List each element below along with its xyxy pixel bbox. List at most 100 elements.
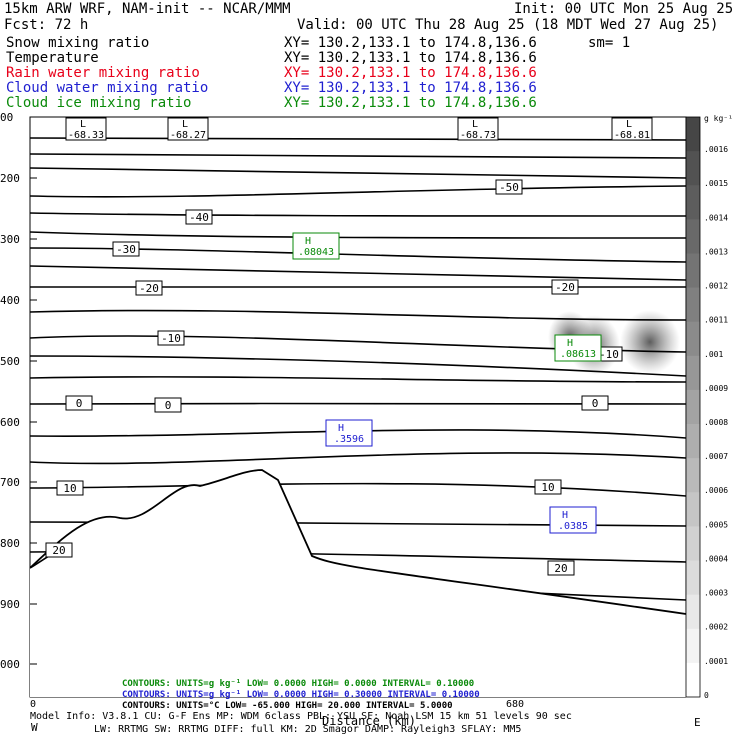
model-info-line2: LW: RRTMG SW: RRTMG DIFF: full KM: 2D Sm… xyxy=(94,724,521,735)
y-tick-label: 00 xyxy=(0,111,13,124)
y-tick-label: 600 xyxy=(0,416,20,429)
low-marker-value: -68.33 xyxy=(68,130,104,141)
contour-label: -50 xyxy=(499,181,519,194)
high-marker-box xyxy=(325,419,373,447)
contour-label: 20 xyxy=(554,562,567,575)
high-marker-box xyxy=(554,334,602,362)
colorbar-tick-label: .001 xyxy=(704,350,723,359)
contour-label: 20 xyxy=(52,544,65,557)
contour-label-box xyxy=(157,330,185,346)
low-marker-value: -68.81 xyxy=(614,130,650,141)
colorbar-segment xyxy=(686,594,700,630)
contour-label-box xyxy=(495,179,523,195)
extrema-markers: L-68.33L-68.27L-68.73L-68.81H.08043H.086… xyxy=(65,117,653,534)
x-start-label: 0 xyxy=(30,699,36,710)
colorbar-frame xyxy=(685,116,701,698)
field-extra: sm= 1 xyxy=(588,35,630,51)
temperature-isotherm xyxy=(29,167,687,179)
colorbar-segment xyxy=(686,185,700,220)
low-marker-box xyxy=(457,117,499,141)
field-xsect: XY= 130.2,133.1 to 174.8,136.6 xyxy=(284,80,537,96)
colorbar-segment xyxy=(686,117,700,152)
contour-label: 0 xyxy=(165,399,172,412)
forecast-hour: Fcst: 72 h xyxy=(4,17,88,33)
y-tick-label: 000 xyxy=(0,658,20,671)
high-marker-value: .3596 xyxy=(334,434,364,445)
high-marker-value: .08613 xyxy=(560,349,596,360)
contour-info: CONTOURS: UNITS=g kg⁻¹ LOW= 0.0000 HIGH=… xyxy=(122,679,480,711)
colorbar-segment xyxy=(686,389,700,425)
low-marker-box xyxy=(611,117,653,141)
contour-label-box xyxy=(547,560,575,576)
terrain-fill xyxy=(30,470,686,697)
y-tick-label: 500 xyxy=(0,355,20,368)
colorbar-tick-label: .0005 xyxy=(704,520,728,529)
colorbar-segment xyxy=(686,424,700,459)
colorbar-segment xyxy=(686,321,700,357)
colorbar-tick-label: .0007 xyxy=(704,452,728,461)
colorbar-tick-label: .0015 xyxy=(704,179,728,188)
y-tick-label: 200 xyxy=(0,172,20,185)
high-marker-value: .08043 xyxy=(298,247,334,258)
field-xsect: XY= 130.2,133.1 to 174.8,136.6 xyxy=(284,65,537,81)
contour-info-line: CONTOURS: UNITS=°C LOW= -65.000 HIGH= 20… xyxy=(122,701,453,711)
contour-label-box xyxy=(45,542,73,558)
high-marker-box xyxy=(292,232,340,260)
low-marker-letter: L xyxy=(472,119,478,130)
high-marker-letter: H xyxy=(305,236,311,247)
high-marker-letter: H xyxy=(338,423,344,434)
colorbar-segment xyxy=(686,253,700,289)
colorbar-tick-label: 0 xyxy=(704,691,709,700)
x-axis-label: Distance (km) xyxy=(322,714,416,728)
contour-label: 0 xyxy=(592,397,599,410)
colorbar: g kg⁻¹ .0016 .0015 .0014 .0013 .0012 .0011 .00… xyxy=(685,114,733,700)
colorbar-tick-label: .0006 xyxy=(704,486,728,495)
contour-label: -10 xyxy=(161,332,181,345)
x-end-label: 680 xyxy=(506,699,524,710)
low-marker-letter: L xyxy=(182,119,188,130)
colorbar-segment xyxy=(686,560,700,596)
y-tick-label: 300 xyxy=(0,233,20,246)
colorbar-tick-label: .0003 xyxy=(704,589,728,598)
low-marker-value: -68.73 xyxy=(460,130,496,141)
contour-label-box xyxy=(534,479,562,495)
model-info-line1: Model Info: V3.8.1 CU: G-F Ens MP: WDM 6… xyxy=(30,711,572,722)
colorbar-tick-label: .0012 xyxy=(704,282,728,291)
colorbar-tick-label: .0008 xyxy=(704,418,728,427)
y-tick-label: 700 xyxy=(0,476,20,489)
east-marker: E xyxy=(694,716,701,729)
temperature-isotherm xyxy=(29,376,687,383)
terrain-outline xyxy=(29,469,687,615)
colorbar-tick-label: .0001 xyxy=(704,657,728,666)
colorbar-segment xyxy=(686,628,700,664)
init-time: Init: 00 UTC Mon 25 Aug 25 xyxy=(514,1,733,17)
temperature-isotherm xyxy=(29,309,687,321)
colorbar-tick-label: .0009 xyxy=(704,384,728,393)
contour-label: -20 xyxy=(555,281,575,294)
temperature-isotherm xyxy=(29,212,687,217)
valid-time: Valid: 00 UTC Thu 28 Aug 25 (18 MDT Wed … xyxy=(297,17,718,33)
contour-label-box xyxy=(112,241,140,257)
high-marker-value: .0385 xyxy=(558,521,588,532)
colorbar-segment xyxy=(686,355,700,391)
temperature-isotherm xyxy=(29,265,687,281)
low-marker-value: -68.27 xyxy=(170,130,206,141)
field-name: Cloud ice mixing ratio xyxy=(6,95,191,111)
contour-label-box xyxy=(551,279,579,295)
snow-maximum-shading xyxy=(620,310,680,374)
contour-label: 10 xyxy=(63,482,76,495)
field-legend: Snow mixing ratio XY= 130.2,133.1 to 174.… xyxy=(6,35,630,111)
contour-label-box xyxy=(154,397,182,413)
contour-label: -40 xyxy=(189,211,209,224)
contour-label-box xyxy=(65,395,93,411)
colorbar-segment xyxy=(686,287,700,323)
low-marker-letter: L xyxy=(80,119,86,130)
colorbar-segment xyxy=(686,662,700,698)
y-tick-label: 800 xyxy=(0,537,20,550)
temperature-isotherm xyxy=(29,185,687,198)
contour-label: -10 xyxy=(599,348,619,361)
contour-label-box xyxy=(56,480,84,496)
colorbar-tick-label: .0011 xyxy=(704,316,728,325)
field-name: Snow mixing ratio xyxy=(6,35,149,51)
